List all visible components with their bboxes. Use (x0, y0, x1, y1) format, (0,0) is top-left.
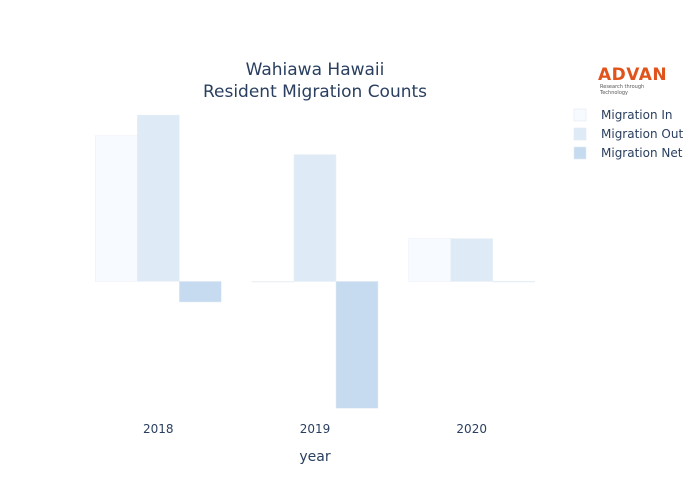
bar-migration-in-2019[interactable] (251, 281, 295, 283)
advan-logo-word: ADVAN (598, 65, 668, 85)
legend-label[interactable]: Migration Net (601, 146, 683, 160)
x-tick-label-2018: 2018 (143, 422, 174, 436)
legend-label[interactable]: Migration In (601, 108, 673, 122)
chart-title-line-1: Wahiawa Hawaii (246, 60, 385, 80)
bar-migration-net-2020[interactable] (492, 281, 535, 283)
legend-swatch[interactable] (573, 146, 587, 160)
bar-migration-in-2020[interactable] (408, 238, 451, 282)
bar-migration-out-2018[interactable] (137, 114, 180, 282)
bars-group (95, 114, 535, 409)
x-axis-title: year (299, 449, 330, 465)
advan-logo-tagline: Research through Technology (600, 84, 645, 96)
legend-label[interactable]: Migration Out (601, 127, 683, 141)
bar-migration-net-2019[interactable] (335, 281, 379, 409)
legend-swatch[interactable] (573, 108, 587, 122)
bar-migration-net-2018[interactable] (179, 281, 222, 303)
bar-migration-out-2020[interactable] (450, 238, 493, 282)
legend[interactable]: Migration In Migration Out Migration Net (573, 108, 683, 160)
x-tick-label-2019: 2019 (300, 422, 331, 436)
chart-title-line-2: Resident Migration Counts (203, 82, 427, 102)
legend-item-migration-in[interactable]: Migration In (573, 108, 673, 122)
bar-migration-in-2018[interactable] (95, 135, 138, 282)
legend-swatch[interactable] (573, 127, 587, 141)
advan-logo: ADVAN Research through Technology (598, 66, 672, 96)
bar-migration-out-2019[interactable] (293, 154, 337, 282)
legend-item-migration-net[interactable]: Migration Net (573, 146, 683, 160)
chart-title: Wahiawa Hawaii Resident Migration Counts (203, 60, 427, 102)
x-tick-labels: 2018 2019 2020 (143, 422, 487, 436)
legend-item-migration-out[interactable]: Migration Out (573, 127, 683, 141)
x-tick-label-2020: 2020 (456, 422, 487, 436)
